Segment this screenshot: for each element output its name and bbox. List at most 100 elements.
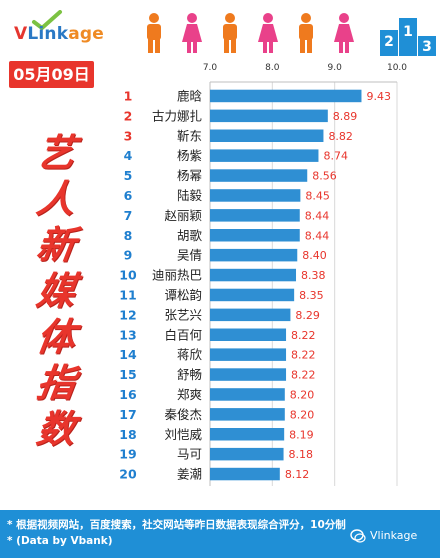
x-tick-label: 7.0	[203, 63, 218, 73]
logo-text-age: age	[68, 24, 105, 44]
data-label: 8.45	[305, 189, 330, 202]
rank-label: 1	[124, 88, 133, 103]
rank-label: 13	[119, 327, 136, 342]
category-label: 秦俊杰	[164, 407, 202, 422]
podium-label-2: 2	[384, 34, 394, 50]
footer-note: * 根据视频网站，百度搜索，社交网站等昨日数据表现综合评分，10分制	[7, 519, 346, 531]
category-label: 白百何	[164, 327, 202, 342]
x-tick-label: 10.0	[387, 63, 407, 73]
category-label: 马可	[177, 447, 202, 462]
people-icons	[147, 13, 354, 53]
data-label: 8.38	[301, 269, 326, 282]
rank-label: 17	[119, 407, 136, 422]
data-label: 8.22	[291, 329, 316, 342]
category-label: 杨幂	[177, 168, 202, 183]
bar	[210, 308, 291, 322]
logo-text-v: V	[14, 24, 28, 44]
bar	[210, 368, 287, 381]
x-tick-label: 9.0	[328, 63, 343, 73]
bar	[210, 388, 285, 401]
bar	[210, 248, 298, 262]
data-label: 8.40	[302, 249, 327, 262]
bar	[210, 428, 285, 441]
category-label: 古力娜扎	[152, 108, 202, 123]
rank-label: 3	[124, 128, 133, 143]
bar	[210, 328, 287, 341]
bar	[210, 189, 301, 202]
bar-chart: 7.0 8.0 9.0 10.0 9.43 鹿晗 1 8.89 古力娜扎 2 8.82 靳东 3 8.74…	[119, 63, 407, 486]
rank-label: 2	[124, 108, 133, 123]
podium-first	[399, 18, 417, 56]
female-icon	[334, 13, 354, 53]
data-label: 8.20	[290, 388, 315, 401]
x-tick-label: 8.0	[265, 63, 280, 73]
wechat-icon	[350, 529, 366, 543]
category-label: 刘恺威	[164, 427, 202, 442]
data-label: 8.35	[299, 289, 324, 302]
bar	[210, 169, 308, 182]
data-label: 9.43	[366, 90, 391, 103]
podium-icon: 2 1 3	[380, 18, 436, 56]
category-label: 鹿晗	[177, 88, 203, 103]
rank-label: 9	[124, 248, 133, 263]
rank-label: 16	[119, 387, 137, 402]
bar	[210, 129, 324, 142]
category-label: 谭松韵	[164, 287, 202, 302]
male-icon	[299, 13, 313, 53]
rank-label: 10	[119, 268, 137, 283]
bar	[210, 288, 295, 302]
bar	[210, 109, 328, 123]
bar	[210, 268, 297, 282]
rank-label: 4	[124, 148, 133, 163]
bar	[210, 447, 284, 461]
data-label: 8.22	[291, 369, 316, 382]
category-label: 吴倩	[177, 248, 202, 263]
wechat-watermark-text: Vlinkage	[370, 529, 418, 542]
bar	[210, 209, 300, 222]
rank-label: 7	[124, 208, 133, 223]
data-label: 8.20	[290, 408, 315, 421]
vlinkage-logo	[8, 10, 118, 50]
podium-label-1: 1	[403, 24, 413, 40]
rank-label: 19	[119, 447, 136, 462]
bar	[210, 229, 300, 242]
data-label: 8.74	[323, 150, 348, 163]
male-icon	[147, 13, 161, 53]
rank-label: 11	[119, 287, 136, 302]
data-label: 8.89	[333, 110, 358, 123]
category-label: 蒋欣	[177, 347, 203, 362]
category-label: 张艺兴	[164, 307, 202, 322]
podium-label-3: 3	[422, 39, 432, 55]
footer-source: * (Data by Vbank)	[7, 535, 113, 547]
rank-label: 5	[124, 168, 133, 183]
data-label: 8.56	[312, 170, 337, 183]
rank-label: 8	[124, 228, 133, 243]
header: VLinkage	[0, 0, 440, 58]
category-label: 赵丽颖	[164, 208, 202, 223]
rank-label: 15	[119, 367, 136, 382]
category-label: 郑爽	[177, 387, 202, 402]
category-label: 靳东	[177, 128, 202, 143]
data-label: 8.44	[305, 229, 330, 242]
data-label: 8.44	[305, 209, 330, 222]
category-label: 杨紫	[177, 148, 202, 163]
data-label: 8.82	[328, 130, 353, 143]
rank-label: 14	[119, 347, 137, 362]
bar	[210, 89, 362, 103]
data-label: 8.19	[289, 428, 314, 441]
category-label: 迪丽热巴	[152, 268, 202, 283]
category-label: 姜潮	[177, 467, 202, 482]
data-label: 8.18	[289, 448, 314, 461]
logo-mark-icon	[32, 10, 62, 30]
category-label: 陆毅	[177, 188, 203, 203]
footer: * 根据视频网站，百度搜索，社交网站等昨日数据表现综合评分，10分制 * (Da…	[0, 510, 440, 558]
category-label: 胡歌	[177, 228, 203, 243]
logo-text: VLinkage	[14, 24, 104, 44]
logo-text-link: Link	[27, 24, 69, 44]
data-label: 8.22	[291, 349, 316, 362]
bar	[210, 348, 287, 361]
bar	[210, 408, 285, 421]
wechat-watermark: Vlinkage	[350, 526, 430, 546]
date-badge: 05月09日	[9, 61, 94, 88]
rank-label: 12	[119, 307, 136, 322]
